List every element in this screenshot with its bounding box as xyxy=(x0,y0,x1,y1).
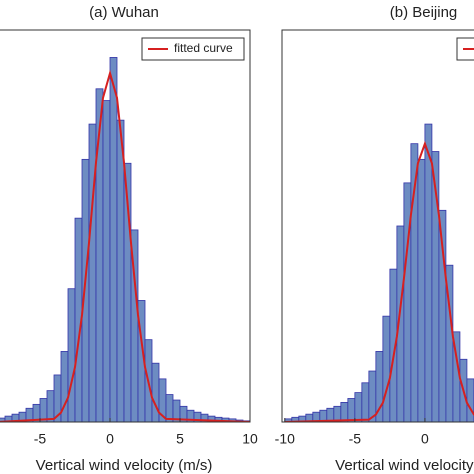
axes-frame xyxy=(0,29,251,423)
x-axis-label: Vertical wind velocity (m/s) xyxy=(36,457,213,474)
bar xyxy=(417,158,426,422)
legend-label: fitted curve xyxy=(174,41,233,55)
x-tick-label: 5 xyxy=(176,431,184,447)
bar xyxy=(102,100,111,422)
chart-title: (a) Wuhan xyxy=(89,4,159,21)
bar xyxy=(109,57,118,422)
bar xyxy=(67,288,76,422)
bar xyxy=(81,158,90,422)
chart-title: (b) Beijing xyxy=(390,4,458,21)
bar xyxy=(354,392,363,422)
x-tick-label: 0 xyxy=(421,431,429,447)
x-tick-label: -5 xyxy=(34,431,47,447)
bar xyxy=(165,394,174,422)
x-tick-label: 0 xyxy=(106,431,114,447)
axes-frame xyxy=(281,29,474,423)
bar xyxy=(340,401,349,422)
bar xyxy=(361,382,370,422)
bar xyxy=(466,378,474,422)
x-tick-label: 10 xyxy=(242,431,258,447)
bar xyxy=(424,123,433,422)
bar xyxy=(151,362,160,422)
bar xyxy=(382,315,391,422)
plot-area xyxy=(284,123,474,422)
bar xyxy=(46,390,55,422)
bar xyxy=(116,119,125,422)
x-axis-label: Vertical wind velocity (m/s) xyxy=(335,457,474,474)
fitted-curve xyxy=(0,69,250,422)
fitted-curve xyxy=(284,140,474,422)
plot-area xyxy=(0,57,250,422)
legend-box xyxy=(141,37,245,61)
x-tick-label: -10 xyxy=(275,431,295,447)
x-tick-label: -5 xyxy=(349,431,362,447)
bar xyxy=(347,398,356,422)
